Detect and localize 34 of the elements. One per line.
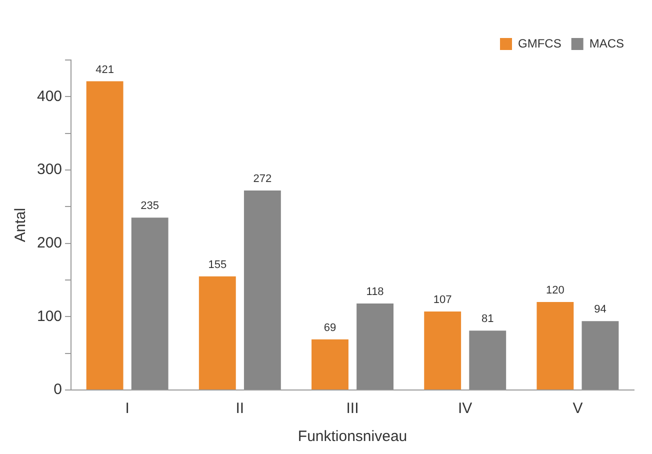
data-label: 94 [594, 304, 606, 316]
x-tick-label: V [572, 400, 583, 418]
data-label: 118 [366, 286, 384, 298]
data-label: 235 [140, 200, 160, 212]
y-tick-label: 0 [54, 381, 62, 398]
bar [131, 218, 168, 390]
bar [582, 321, 619, 390]
x-tick-label: II [236, 400, 244, 418]
data-label: 155 [208, 258, 227, 271]
legend-label: GMFCS [518, 36, 562, 50]
bar [356, 303, 394, 390]
bar [244, 190, 281, 390]
y-tick-label: 400 [36, 88, 62, 105]
y-axis-title: Antal [12, 208, 30, 242]
bar [424, 312, 462, 390]
bar [198, 276, 236, 390]
data-label: 120 [546, 284, 564, 297]
data-label: 107 [433, 294, 452, 306]
bar [536, 302, 574, 390]
y-tick-label: 300 [36, 161, 62, 178]
x-tick-label: I [125, 400, 130, 418]
legend-label: MACS [589, 36, 624, 50]
data-label: 421 [96, 64, 114, 76]
bar [469, 330, 506, 390]
data-label: 81 [482, 313, 494, 326]
x-tick-label: IV [458, 400, 472, 418]
bar [312, 339, 348, 390]
y-tick-label: 100 [36, 308, 62, 325]
bar [86, 81, 124, 390]
y-tick-label: 200 [36, 234, 62, 252]
x-tick-label: III [346, 400, 359, 418]
x-axis-title: Funktionsniveau [298, 428, 408, 446]
data-label: 69 [324, 322, 336, 334]
data-label: 272 [253, 173, 272, 186]
